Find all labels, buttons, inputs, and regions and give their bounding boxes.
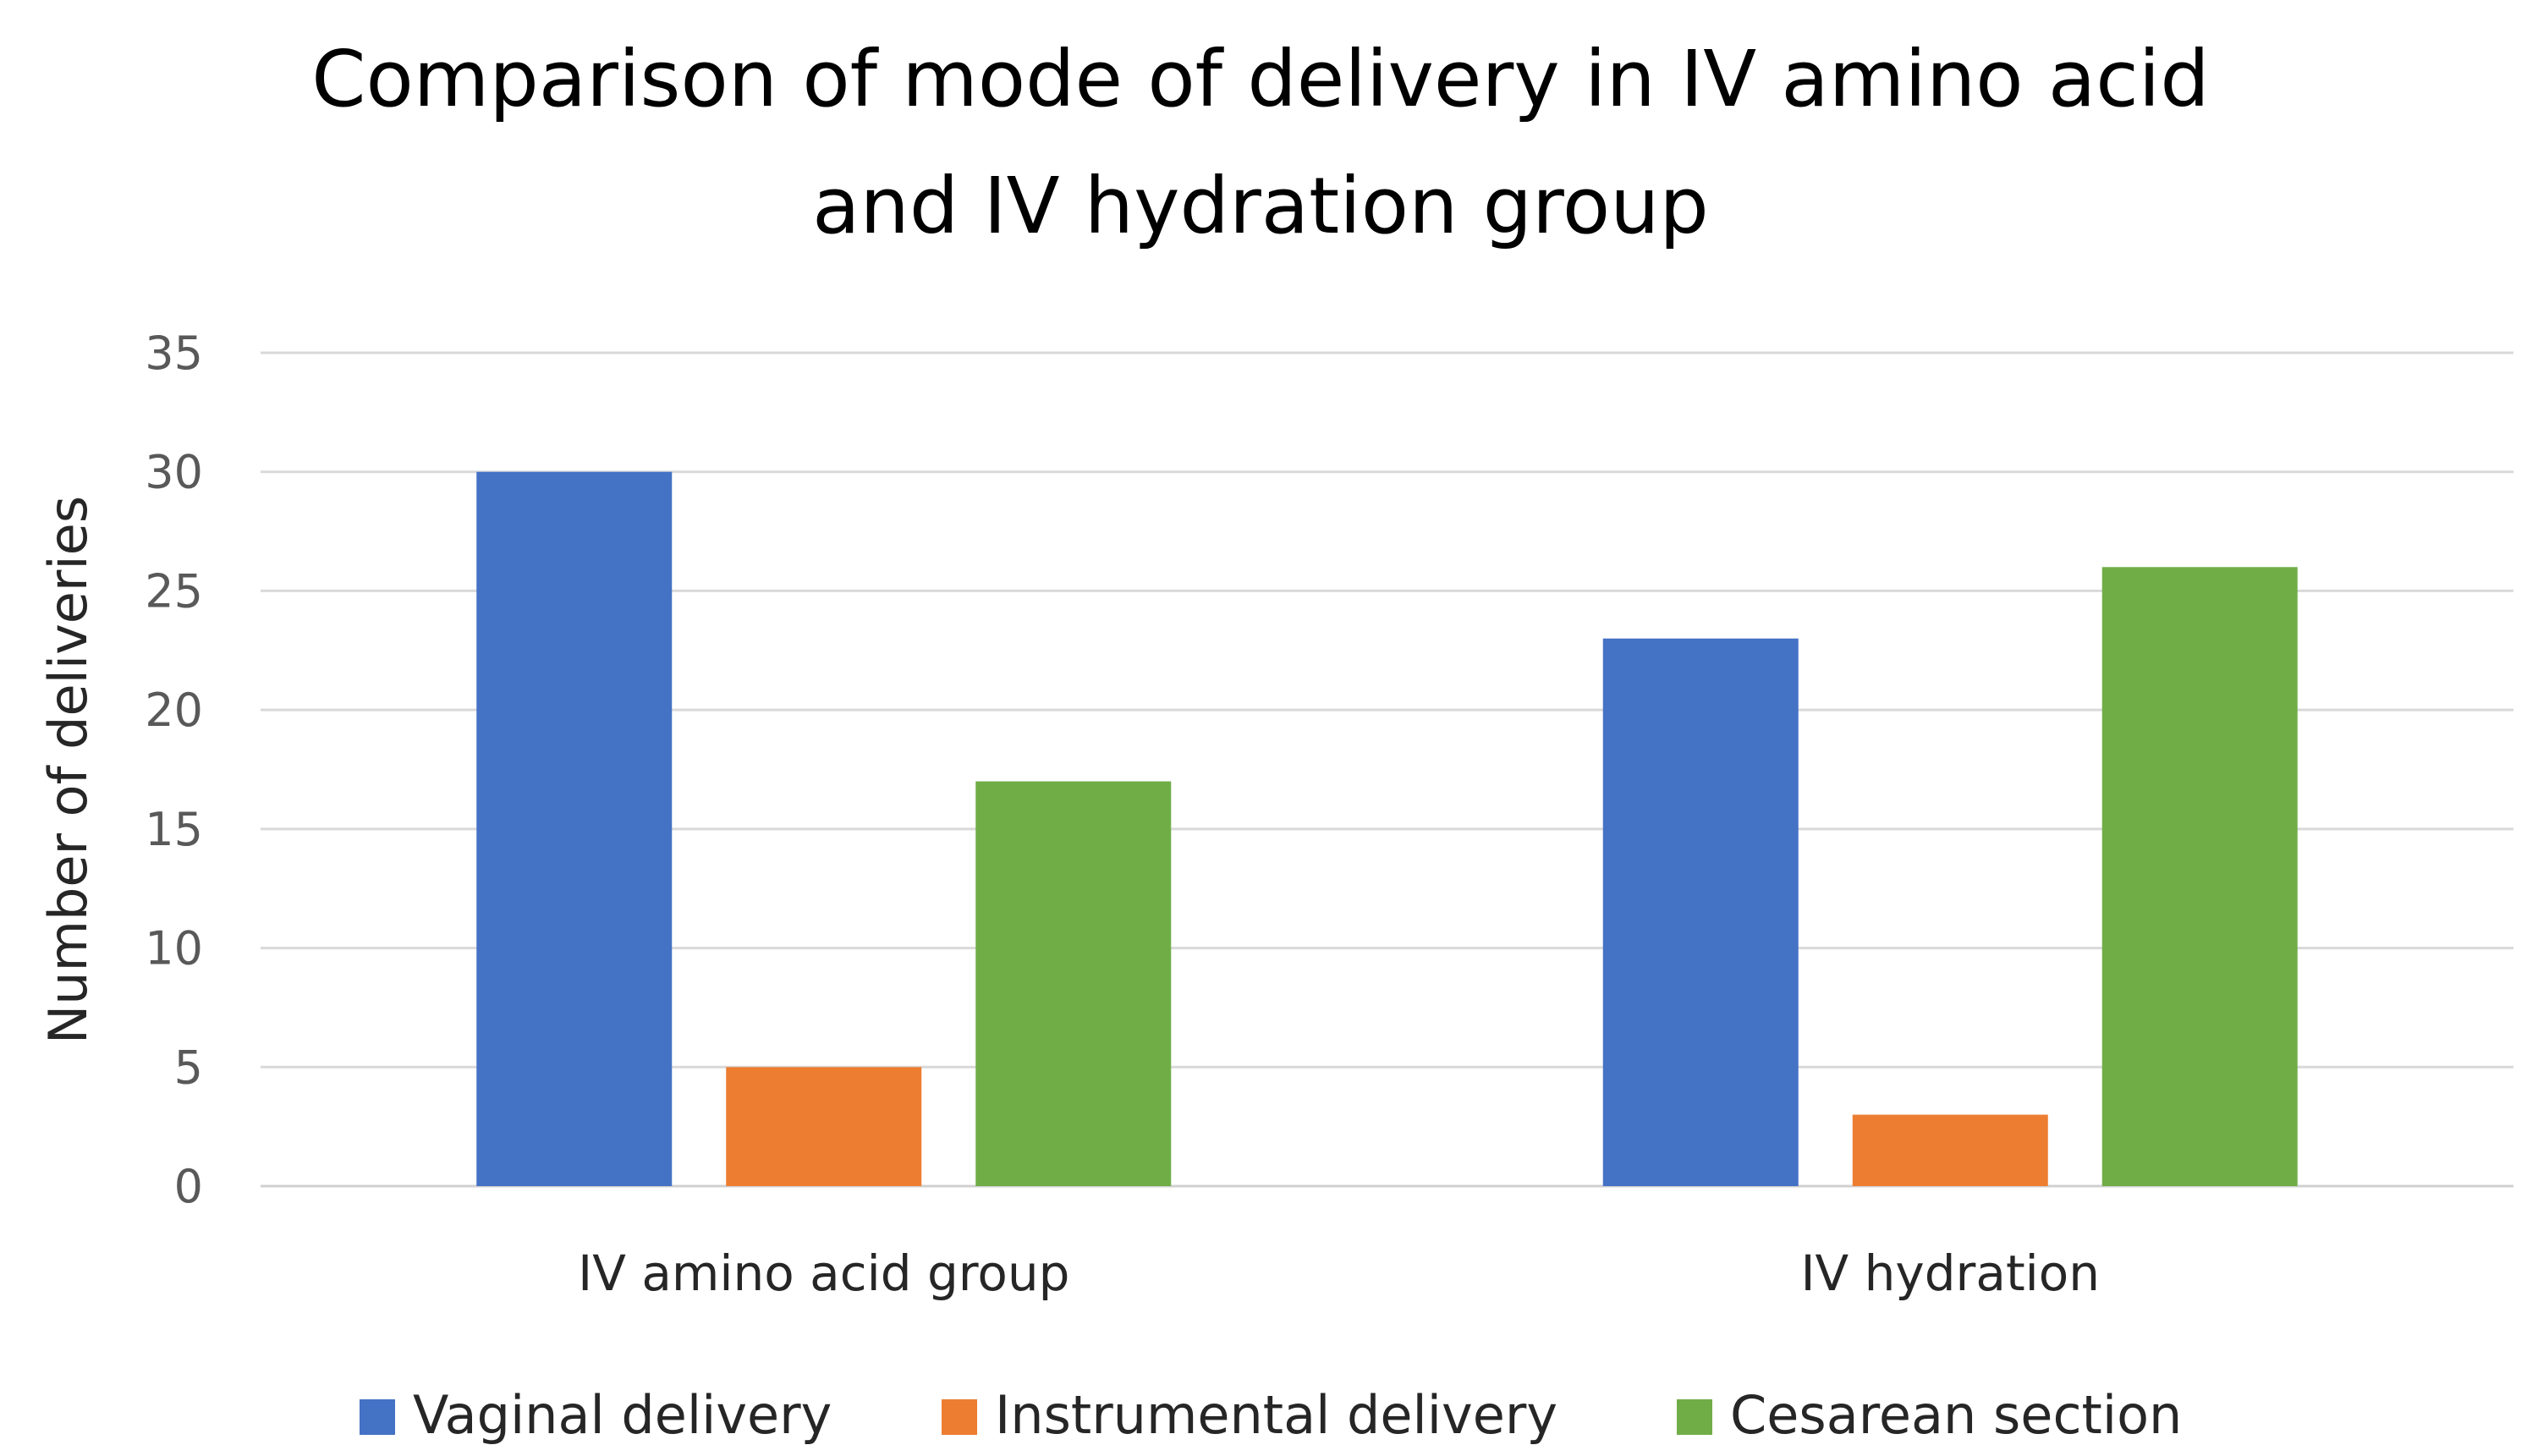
bar-vaginal-delivery [476,471,673,1186]
legend-swatch [942,1399,977,1435]
y-axis-ticks: 0 5 10 15 20 25 30 35 [145,327,203,1213]
y-tick-label: 20 [145,684,203,737]
chart-title-line-2: and IV hydration group [812,161,1709,251]
y-tick-label: 5 [174,1041,203,1094]
y-tick-label: 35 [145,327,203,380]
bars [476,471,2298,1186]
y-tick-label: 30 [145,446,203,499]
x-category-label: IV amino acid group [578,1244,1069,1302]
x-category-label: IV hydration [1800,1244,2100,1302]
legend-swatch [1677,1399,1712,1435]
chart-title-line-1: Comparison of mode of delivery in IV ami… [311,34,2210,124]
bar-cesarean-section [975,781,1172,1186]
y-tick-label: 0 [174,1160,203,1213]
legend-label: Instrumental delivery [995,1384,1557,1446]
y-tick-label: 15 [145,803,203,856]
x-axis-categories: IV amino acid group IV hydration [578,1244,2100,1302]
legend-label: Cesarean section [1730,1384,2182,1446]
y-tick-label: 25 [145,564,203,618]
bar-vaginal-delivery [1602,638,1799,1186]
y-axis-label: Number of deliveries [37,496,99,1044]
bar-instrumental-delivery [726,1067,922,1186]
legend-swatch [360,1399,395,1435]
legend-label: Vaginal delivery [413,1384,832,1446]
legend: Vaginal delivery Instrumental delivery Ces… [360,1384,2182,1446]
bar-instrumental-delivery [1852,1114,2048,1186]
bar-cesarean-section [2101,567,2298,1186]
y-tick-label: 10 [145,922,203,975]
